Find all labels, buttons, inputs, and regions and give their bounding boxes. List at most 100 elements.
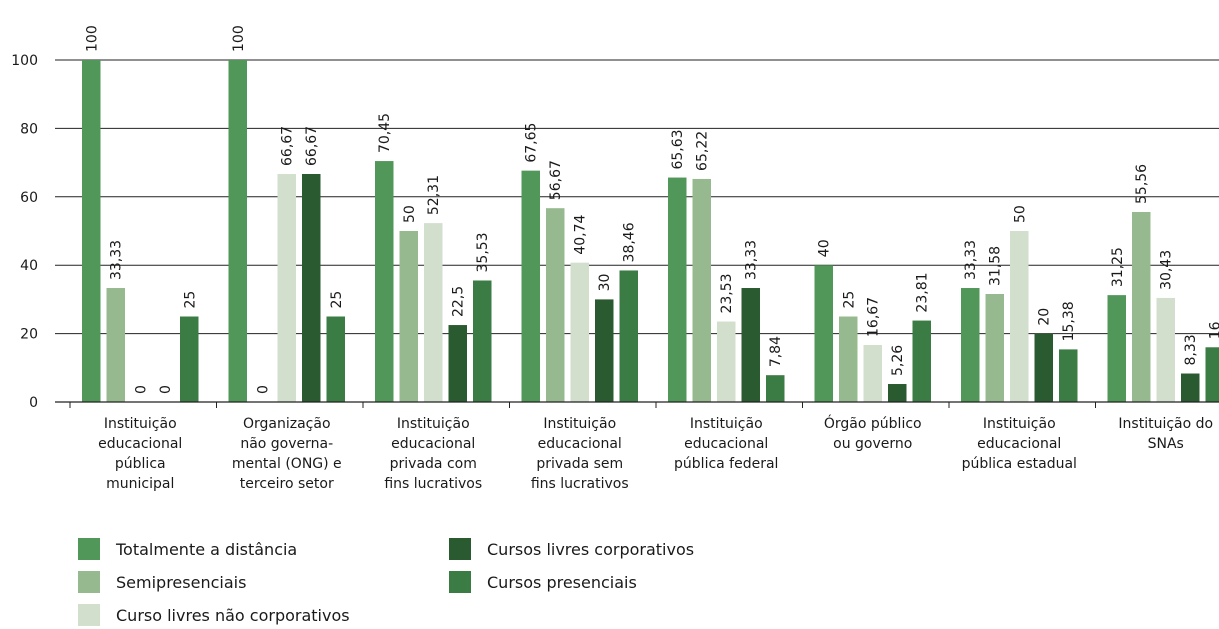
- category-label: Instituição educacional privada sem fins lu…: [531, 416, 629, 492]
- data-label: 16: [1208, 321, 1219, 339]
- category-label-line: Organização: [243, 416, 331, 432]
- y-tick-label: 20: [20, 327, 38, 343]
- data-label: 25: [182, 291, 198, 309]
- bar: [473, 280, 492, 402]
- bar: [277, 173, 296, 402]
- bar: [424, 223, 443, 402]
- legend-item-curso-livres-nao-corporativos: Curso livres não corporativos: [78, 603, 350, 627]
- category-label: Órgão público ou governo: [824, 414, 922, 452]
- bar: [814, 265, 833, 402]
- bar: [766, 375, 785, 402]
- y-tick-label: 100: [11, 53, 38, 69]
- data-label: 100: [84, 25, 100, 52]
- category-label: Instituição educacional pública municipal: [98, 416, 182, 492]
- data-label: 22,5: [451, 286, 467, 317]
- category-label-line: Instituição: [690, 416, 763, 432]
- bar: [961, 288, 980, 402]
- data-label: 67,65: [524, 123, 540, 163]
- bar: [741, 288, 760, 402]
- category-label-line: pública estadual: [962, 456, 1077, 472]
- bar: [570, 262, 589, 402]
- x-axis: [55, 401, 1219, 408]
- legend-swatch: [449, 571, 471, 593]
- category-label-line: fins lucrativos: [384, 476, 482, 492]
- legend-item-totalmente: Totalmente a distância: [78, 537, 297, 561]
- bar: [717, 321, 736, 402]
- legend-item-semipresenciais: Semipresenciais: [78, 570, 246, 594]
- bar: [228, 60, 247, 402]
- data-label: 38,46: [622, 222, 638, 262]
- data-label: 5,26: [890, 345, 906, 376]
- bar: [106, 288, 125, 402]
- category-label-line: SNAs: [1148, 436, 1184, 452]
- category-label-line: Instituição: [397, 416, 470, 432]
- category-label-line: Instituição: [104, 416, 177, 432]
- legend-label: Cursos livres corporativos: [487, 539, 695, 559]
- category-label-line: pública: [115, 456, 166, 472]
- data-label: 16,67: [866, 297, 882, 337]
- data-label: 65,22: [695, 131, 711, 171]
- legend-item-cursos-presenciais: Cursos presenciais: [449, 570, 637, 594]
- data-label: 0: [133, 385, 149, 394]
- data-label: 40,74: [573, 214, 589, 254]
- category-label-line: privada sem: [536, 456, 623, 472]
- legend-swatch: [78, 571, 100, 593]
- category-label-line: educacional: [977, 436, 1061, 452]
- legend-swatch: [78, 538, 100, 560]
- category-label-line: municipal: [106, 476, 174, 492]
- bar: [668, 177, 687, 402]
- data-label: 33,33: [963, 240, 979, 280]
- data-label: 25: [329, 291, 345, 309]
- bar: [839, 316, 858, 402]
- legend-label: Cursos presenciais: [487, 572, 637, 592]
- category-label: Instituição educacional privada com fins lu…: [384, 416, 482, 492]
- data-label: 31,25: [1110, 247, 1126, 287]
- category-label-line: terceiro setor: [240, 476, 334, 492]
- data-label: 8,33: [1183, 334, 1199, 365]
- bar: [985, 293, 1004, 402]
- data-label: 30,43: [1159, 250, 1175, 290]
- legend-swatch: [78, 604, 100, 626]
- category-label-line: pública federal: [674, 456, 778, 472]
- data-label: 0: [158, 385, 174, 394]
- data-label: 20: [1037, 308, 1053, 326]
- bar: [863, 344, 882, 402]
- bar: [1205, 347, 1219, 402]
- category-label: Instituição do SNAs: [1118, 416, 1213, 452]
- y-axis-ticks: 0 20 40 60 80 100: [11, 53, 38, 411]
- category-label-line: Instituição do: [1118, 416, 1213, 432]
- data-label: 30: [597, 274, 613, 292]
- bar: [1181, 373, 1200, 402]
- category-label-line: não governa-: [240, 436, 333, 452]
- bar: [692, 178, 711, 402]
- bar: [302, 173, 321, 402]
- category-label: Instituição educacional pública federal: [674, 416, 778, 472]
- legend-item-cursos-livres-corporativos: Cursos livres corporativos: [449, 537, 694, 561]
- y-tick-label: 0: [29, 395, 38, 411]
- data-label: 50: [402, 205, 418, 223]
- bar: [1132, 211, 1151, 402]
- category-label-line: mental (ONG) e: [232, 456, 342, 472]
- data-label: 7,84: [768, 336, 784, 367]
- legend-label: Curso livres não corporativos: [116, 605, 350, 625]
- data-label: 33,33: [744, 240, 760, 280]
- bar: [326, 316, 345, 402]
- bar: [1156, 297, 1175, 402]
- y-tick-label: 40: [20, 258, 38, 274]
- data-label: 23,53: [719, 273, 735, 313]
- data-label: 66,67: [280, 126, 296, 166]
- data-label: 66,67: [304, 126, 320, 166]
- data-label: 65,63: [670, 129, 686, 169]
- legend-swatch: [449, 538, 471, 560]
- data-label: 23,81: [915, 272, 931, 312]
- data-label: 33,33: [109, 240, 125, 280]
- bar: [1107, 295, 1126, 402]
- bar: [888, 384, 907, 402]
- category-label-line: educacional: [538, 436, 622, 452]
- bar: [521, 170, 540, 402]
- bar: [448, 325, 467, 402]
- bar: [1010, 231, 1029, 402]
- data-label: 25: [841, 291, 857, 309]
